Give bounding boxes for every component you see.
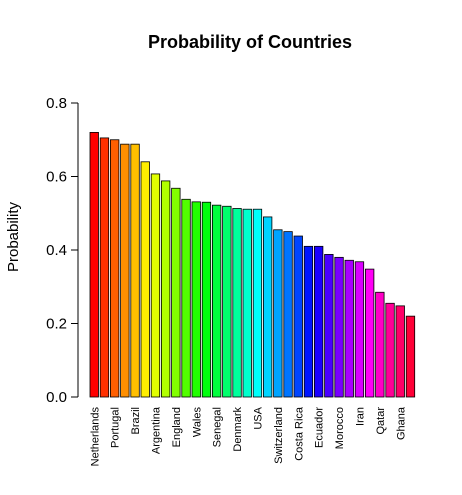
bar: [313, 245, 324, 398]
y-tick-label: 0.0: [46, 389, 67, 406]
bar: [252, 208, 263, 398]
y-axis: 0.0 0.2 0.4 0.6 0.8: [46, 95, 79, 406]
y-tick-label: 0.6: [46, 169, 67, 186]
bar: [130, 143, 140, 398]
bar: [211, 204, 222, 398]
bar: [354, 261, 365, 398]
bar: [385, 302, 395, 398]
x-tick-label: Brazil: [130, 407, 142, 435]
bar: [273, 229, 283, 398]
bar: [120, 143, 130, 398]
x-tick-label: Iran: [354, 407, 366, 426]
bar: [242, 208, 252, 398]
bar: [191, 201, 201, 398]
bar: [364, 268, 375, 398]
y-tick-label: 0.4: [46, 242, 67, 259]
bar: [344, 259, 354, 398]
x-tick-label: Costa Rica: [293, 406, 305, 461]
bar: [375, 291, 385, 398]
bar: [324, 254, 334, 398]
y-axis-label: Probability: [5, 201, 22, 272]
x-tick-label: Wales: [191, 407, 203, 438]
x-tick-label: Senegal: [212, 407, 224, 447]
x-tick-label: Portugal: [110, 407, 122, 448]
bar: [405, 315, 416, 398]
x-tick-label: Argentina: [150, 406, 162, 454]
y-tick-label: 0.8: [46, 95, 67, 112]
bar: [222, 205, 232, 398]
x-tick-label: Qatar: [375, 407, 387, 435]
bar: [99, 137, 110, 398]
x-tick-label: Ecuador: [314, 407, 326, 448]
bar: [262, 216, 273, 398]
x-tick-label: England: [171, 407, 183, 447]
bar: [395, 305, 405, 398]
x-tick-label: Denmark: [232, 407, 244, 452]
bar: [160, 180, 171, 398]
bar: [303, 245, 314, 398]
bar: [171, 187, 181, 398]
x-tick-label: Morocco: [334, 407, 346, 449]
bar: [150, 173, 161, 398]
chart-title: Probability of Countries: [148, 32, 352, 52]
x-tick-label: Ghana: [395, 406, 407, 440]
bar: [140, 161, 150, 398]
x-tick-label: Switzerland: [273, 407, 285, 464]
x-tick-labels: Netherlands Portugal Brazil Argentina Englan…: [89, 406, 407, 466]
bar: [293, 235, 303, 398]
bar: [334, 256, 344, 398]
y-tick-label: 0.2: [46, 316, 67, 333]
bar: [110, 139, 120, 398]
bar: [232, 208, 242, 398]
bar: [89, 131, 99, 398]
bar: [283, 231, 293, 398]
bars-group: [89, 131, 416, 398]
bar: [201, 201, 212, 398]
x-tick-label: Netherlands: [89, 407, 101, 467]
x-tick-label: USA: [252, 406, 264, 429]
bar: [181, 198, 191, 398]
